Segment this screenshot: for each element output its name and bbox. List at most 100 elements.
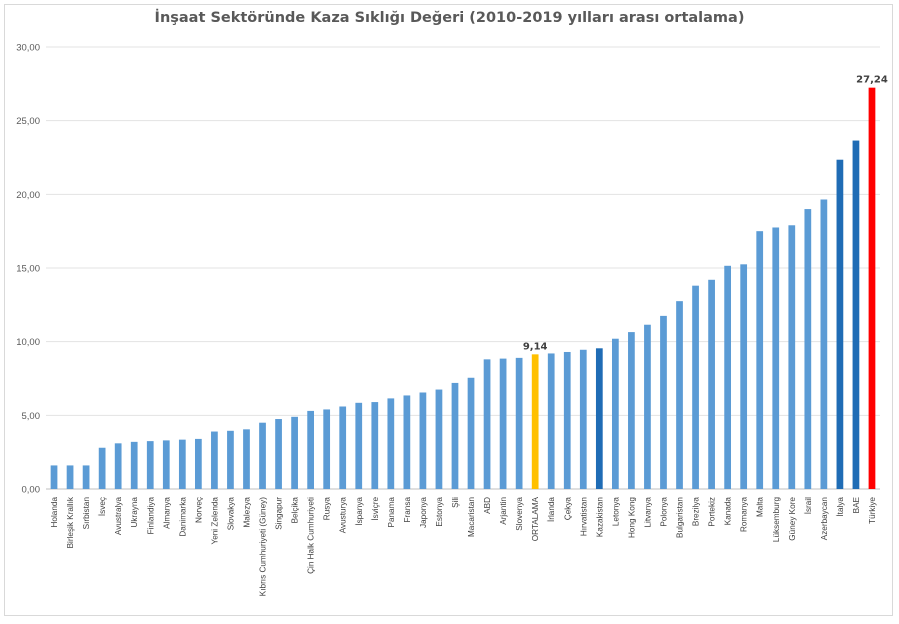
gridlines [46, 46, 880, 490]
bar [820, 199, 828, 490]
y-tick-label: 25,00 [16, 116, 40, 127]
bar [628, 332, 635, 489]
bar [323, 409, 331, 489]
bar [194, 438, 202, 489]
x-tick-label: Birleşik Krallık [66, 496, 75, 548]
y-tick-label: 5,00 [22, 411, 41, 422]
x-tick-label: Hong Kong [627, 497, 636, 538]
bar [467, 377, 475, 489]
bar [162, 440, 170, 489]
bar [676, 301, 683, 489]
x-tick-label: Çin Halk Cumhuriyeti [307, 497, 316, 574]
x-tick-label: Çekya [563, 497, 572, 521]
x-tick-label: Yeni Zelenda [210, 497, 219, 545]
x-tick-label: İrlanda [546, 497, 556, 522]
x-tick-label: Kazakistan [595, 497, 604, 537]
bar [563, 351, 571, 489]
bar [788, 225, 796, 490]
bar [756, 231, 764, 489]
y-tick-label: 20,00 [16, 190, 40, 201]
x-tick-label: İsrail [803, 497, 813, 514]
bar [130, 441, 138, 489]
bar [804, 209, 812, 490]
bar [339, 406, 347, 489]
x-tick-label: Sırbistan [82, 497, 91, 530]
x-tick-label: Slovakya [226, 497, 235, 531]
bar [868, 87, 876, 489]
x-tick-label: Şili [451, 497, 460, 508]
bar [852, 140, 860, 489]
y-tick-label: 30,00 [16, 43, 40, 54]
data-label: 27,24 [856, 75, 888, 86]
bar [692, 285, 699, 489]
bar [435, 389, 443, 489]
bar [82, 465, 90, 489]
bar [50, 465, 58, 489]
bar [227, 430, 234, 489]
bar [98, 447, 106, 489]
x-tick-label: Belçika [291, 497, 300, 524]
x-tick-label: Macaristan [467, 497, 476, 537]
x-tick-label: Norveç [194, 497, 203, 523]
x-tick-label: Slovenya [515, 497, 524, 531]
x-axis: Holanda Birleşik Krallık Sırbistan İsveç Avu… [50, 496, 877, 596]
x-tick-label: Polonya [659, 497, 668, 527]
bar [772, 227, 780, 489]
x-tick-label: Japonya [419, 497, 428, 528]
x-tick-label: Brezilya [692, 497, 701, 527]
x-tick-label: Letonya [611, 497, 620, 527]
x-tick-label: Panama [387, 497, 396, 528]
x-tick-label: İspanya [354, 497, 364, 526]
y-tick-label: 15,00 [16, 264, 40, 275]
x-tick-label: Hırvatistan [579, 497, 588, 537]
x-tick-label: Holanda [50, 497, 59, 528]
bar [146, 441, 154, 489]
bar [387, 398, 395, 489]
bar [451, 382, 459, 489]
bar [595, 348, 603, 489]
bar [307, 410, 315, 489]
x-tick-label: Finlandiya [146, 497, 155, 535]
bar [355, 402, 363, 489]
x-tick-label: Arjantin [499, 497, 508, 525]
bar [499, 358, 507, 489]
bar [114, 443, 122, 489]
x-tick-label: Rusya [323, 497, 332, 521]
x-tick-label: Estonya [435, 497, 444, 527]
x-tick-label: ABD [483, 497, 492, 514]
data-label: 9,14 [523, 341, 548, 352]
bar [836, 159, 844, 489]
x-tick-label: Portekiz [708, 497, 717, 527]
x-tick-label: İsveç [97, 497, 107, 516]
x-tick-label: Kanada [724, 497, 733, 526]
bar [724, 265, 732, 489]
x-tick-label: Singapur [275, 497, 284, 530]
x-tick-label: Türkiye [868, 497, 877, 524]
bar [579, 349, 587, 489]
x-tick-label: Malta [756, 497, 765, 517]
x-tick-label: Bulgaristan [676, 497, 685, 538]
x-tick-label: ORTALAMA [531, 496, 540, 541]
x-tick-label: Malezya [242, 497, 251, 528]
data-labels: 9,14 27,24 [523, 75, 888, 353]
bar [611, 338, 619, 489]
x-tick-label: Litvanya [643, 497, 652, 528]
x-tick-label: İsviçre [370, 497, 380, 521]
bar [483, 359, 491, 489]
bar [291, 416, 298, 489]
bar [371, 402, 379, 489]
bar [66, 465, 74, 489]
y-tick-label: 10,00 [16, 337, 40, 348]
bar [211, 431, 218, 489]
x-tick-label: Güney Kore [788, 497, 797, 541]
x-tick-label: Avustralya [114, 497, 123, 536]
x-tick-label: Romanya [740, 497, 749, 532]
x-tick-label: Azerbaycan [820, 497, 829, 541]
bar [740, 264, 748, 489]
bar [419, 392, 427, 489]
bar [660, 315, 667, 489]
bar [178, 439, 186, 489]
bar [547, 353, 555, 489]
x-tick-label: Kıbrıs Cumhuriyeti (Güney) [259, 497, 268, 596]
